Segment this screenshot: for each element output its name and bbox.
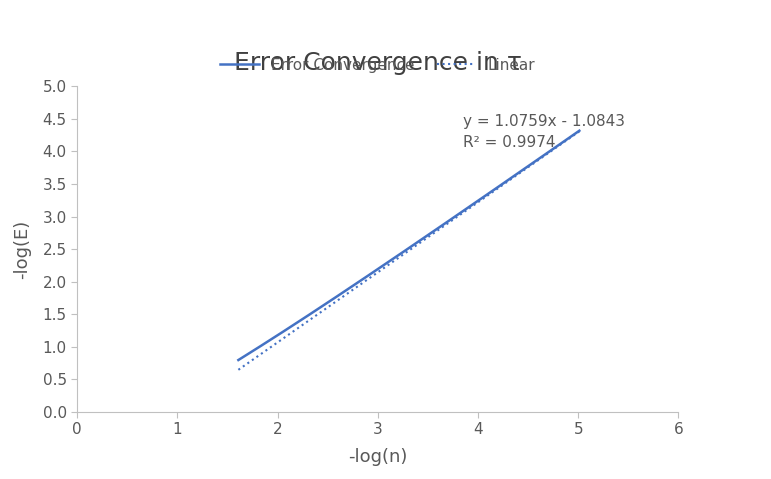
Title: Error Convergence in τ: Error Convergence in τ (234, 51, 522, 75)
Error Convergence (436, 224, 445, 229)
Text: y = 1.0759x - 1.0843
R² = 0.9974: y = 1.0759x - 1.0843 R² = 0.9974 (463, 114, 625, 149)
X-axis label: -log(n): -log(n) (348, 448, 408, 467)
Linear (235, 366, 244, 372)
Linear (234, 367, 243, 373)
Y-axis label: -log(E): -log(E) (13, 219, 32, 279)
Line: Error Convergence: Error Convergence (238, 131, 579, 360)
Error Convergence (543, 150, 552, 156)
Linear (543, 151, 552, 157)
Error Convergence (443, 219, 452, 225)
Linear (436, 226, 445, 231)
Error Convergence (235, 356, 244, 362)
Linear (521, 166, 530, 171)
Linear (443, 221, 452, 227)
Error Convergence (574, 128, 584, 134)
Error Convergence (436, 223, 446, 229)
Line: Linear: Linear (238, 131, 579, 370)
Error Convergence (234, 357, 243, 363)
Linear (436, 225, 446, 231)
Linear (574, 128, 584, 134)
Error Convergence (521, 165, 530, 171)
Legend: Error Convergence, Linear: Error Convergence, Linear (214, 52, 541, 79)
